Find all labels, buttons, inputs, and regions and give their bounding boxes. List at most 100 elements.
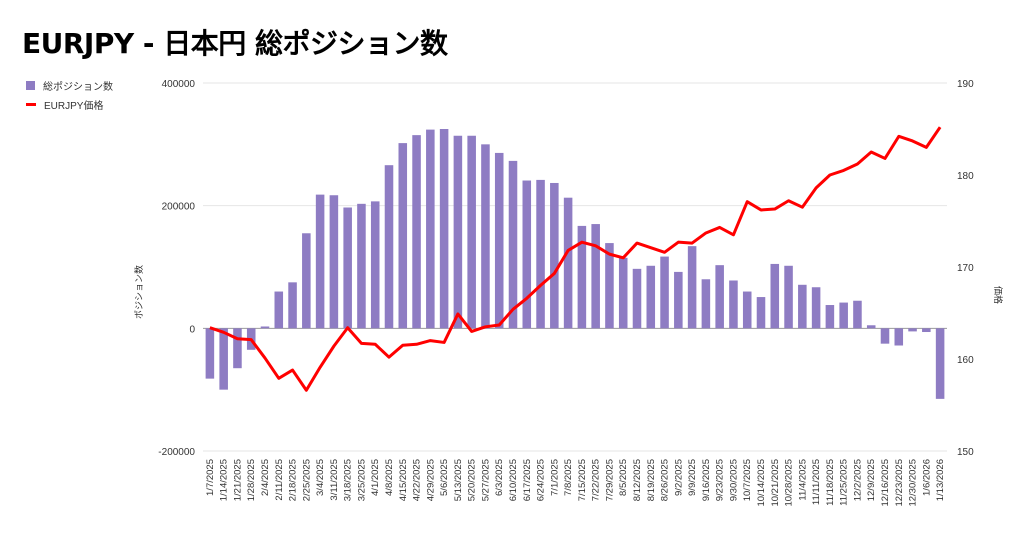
x-tick-label: 6/17/2025 xyxy=(522,459,533,501)
bar xyxy=(481,144,490,329)
bar xyxy=(274,291,284,329)
x-tick-label: 2/18/2025 xyxy=(288,459,299,501)
bar xyxy=(591,224,600,329)
x-tick-label: 1/21/2025 xyxy=(232,459,243,501)
bar xyxy=(632,268,642,329)
x-tick-label: 12/30/2025 xyxy=(908,459,919,507)
legend-label: 総ポジション数 xyxy=(43,82,113,93)
x-tick-label: 9/9/2025 xyxy=(687,459,698,496)
legend-item-price: EURJPY価格 xyxy=(26,95,113,114)
x-tick-label: 3/25/2025 xyxy=(356,459,367,501)
bar xyxy=(370,201,380,329)
x-tick-label: 7/22/2025 xyxy=(591,459,602,501)
x-tick-label: 8/12/2025 xyxy=(632,459,643,501)
x-tick-label: 9/16/2025 xyxy=(701,459,712,501)
bar xyxy=(315,194,325,329)
x-tick-label: 12/16/2025 xyxy=(880,459,891,507)
bar xyxy=(233,328,242,369)
bar xyxy=(715,265,724,329)
bar xyxy=(853,300,862,329)
x-tick-label: 10/14/2025 xyxy=(756,459,767,507)
x-tick-label: 6/24/2025 xyxy=(536,459,547,501)
chart-title: EURJPY - 日本円 総ポジション数 xyxy=(22,27,448,60)
x-tick-label: 11/11/2025 xyxy=(811,459,822,505)
x-tick-label: 9/23/2025 xyxy=(715,459,726,501)
bar xyxy=(260,326,270,329)
bar xyxy=(922,328,931,333)
bar xyxy=(577,225,587,329)
bar xyxy=(508,160,518,329)
bar xyxy=(866,325,876,329)
bar xyxy=(412,135,421,329)
x-tick-label: 3/18/2025 xyxy=(343,459,354,501)
x-tick-label: 8/26/2025 xyxy=(660,459,671,501)
x-tick-label: 4/15/2025 xyxy=(398,459,409,501)
x-tick-label: 8/19/2025 xyxy=(646,459,657,501)
x-tick-label: 8/5/2025 xyxy=(618,459,629,496)
y-tick-left: 0 xyxy=(189,324,195,335)
price-line xyxy=(209,126,942,392)
bar xyxy=(646,265,656,329)
y-tick-right: 190 xyxy=(957,79,974,90)
x-tick-label: 1/28/2025 xyxy=(246,459,257,501)
bar xyxy=(357,203,366,329)
x-tick-label: 12/2/2025 xyxy=(852,459,863,501)
x-tick-label: 5/20/2025 xyxy=(467,459,478,501)
bar xyxy=(302,233,311,329)
y-tick-right: 150 xyxy=(957,447,974,458)
x-tick-label: 1/14/2025 xyxy=(219,459,230,501)
y-tick-right: 180 xyxy=(957,171,974,182)
bar xyxy=(770,263,780,329)
x-tick-label: 5/27/2025 xyxy=(480,459,491,501)
bar xyxy=(825,305,835,329)
bar xyxy=(935,328,945,399)
x-tick-label: 1/6/2026 xyxy=(921,459,932,496)
bar xyxy=(205,328,215,379)
x-tick-label: 4/1/2025 xyxy=(370,459,381,496)
x-tick-label: 3/4/2025 xyxy=(315,459,326,496)
x-tick-label: 6/10/2025 xyxy=(508,459,519,501)
bar xyxy=(439,129,449,329)
bar xyxy=(522,180,532,329)
bar xyxy=(742,291,752,329)
bar xyxy=(343,207,352,329)
x-tick-label: 10/28/2025 xyxy=(784,459,795,507)
bar xyxy=(618,257,628,329)
x-tick-label: 5/6/2025 xyxy=(439,459,450,496)
bar xyxy=(674,271,683,329)
bar xyxy=(729,280,738,329)
y-tick-left: 400000 xyxy=(162,79,196,90)
bar xyxy=(329,195,339,329)
y-tick-right: 170 xyxy=(957,263,974,274)
x-tick-label: 4/8/2025 xyxy=(384,459,395,496)
bar xyxy=(701,279,711,329)
legend-label: EURJPY価格 xyxy=(44,101,104,112)
bar xyxy=(453,135,463,329)
bar xyxy=(784,265,793,329)
bar xyxy=(288,282,297,329)
legend-swatch-line xyxy=(26,103,36,106)
x-tick-label: 1/13/2026 xyxy=(935,459,946,501)
x-tick-label: 7/15/2025 xyxy=(577,459,588,501)
bar xyxy=(219,328,228,390)
bar xyxy=(880,328,890,344)
bar xyxy=(811,287,821,329)
bar xyxy=(398,143,408,329)
bar xyxy=(550,182,559,329)
bar xyxy=(908,328,917,332)
y-tick-left: -200000 xyxy=(158,447,195,458)
x-tick-label: 5/13/2025 xyxy=(453,459,464,501)
x-tick-label: 9/30/2025 xyxy=(728,459,739,501)
bar xyxy=(494,152,504,329)
bar xyxy=(756,297,766,329)
bar xyxy=(798,284,807,329)
bar xyxy=(605,243,614,329)
x-tick-label: 6/3/2025 xyxy=(494,459,505,496)
legend: 総ポジション数 EURJPY価格 xyxy=(26,76,113,114)
x-tick-label: 2/25/2025 xyxy=(301,459,312,501)
legend-swatch-bar xyxy=(26,81,35,90)
bar xyxy=(467,135,476,329)
x-tick-label: 11/4/2025 xyxy=(797,459,808,501)
x-tick-label: 11/25/2025 xyxy=(839,459,850,506)
y-tick-right: 160 xyxy=(957,355,974,366)
